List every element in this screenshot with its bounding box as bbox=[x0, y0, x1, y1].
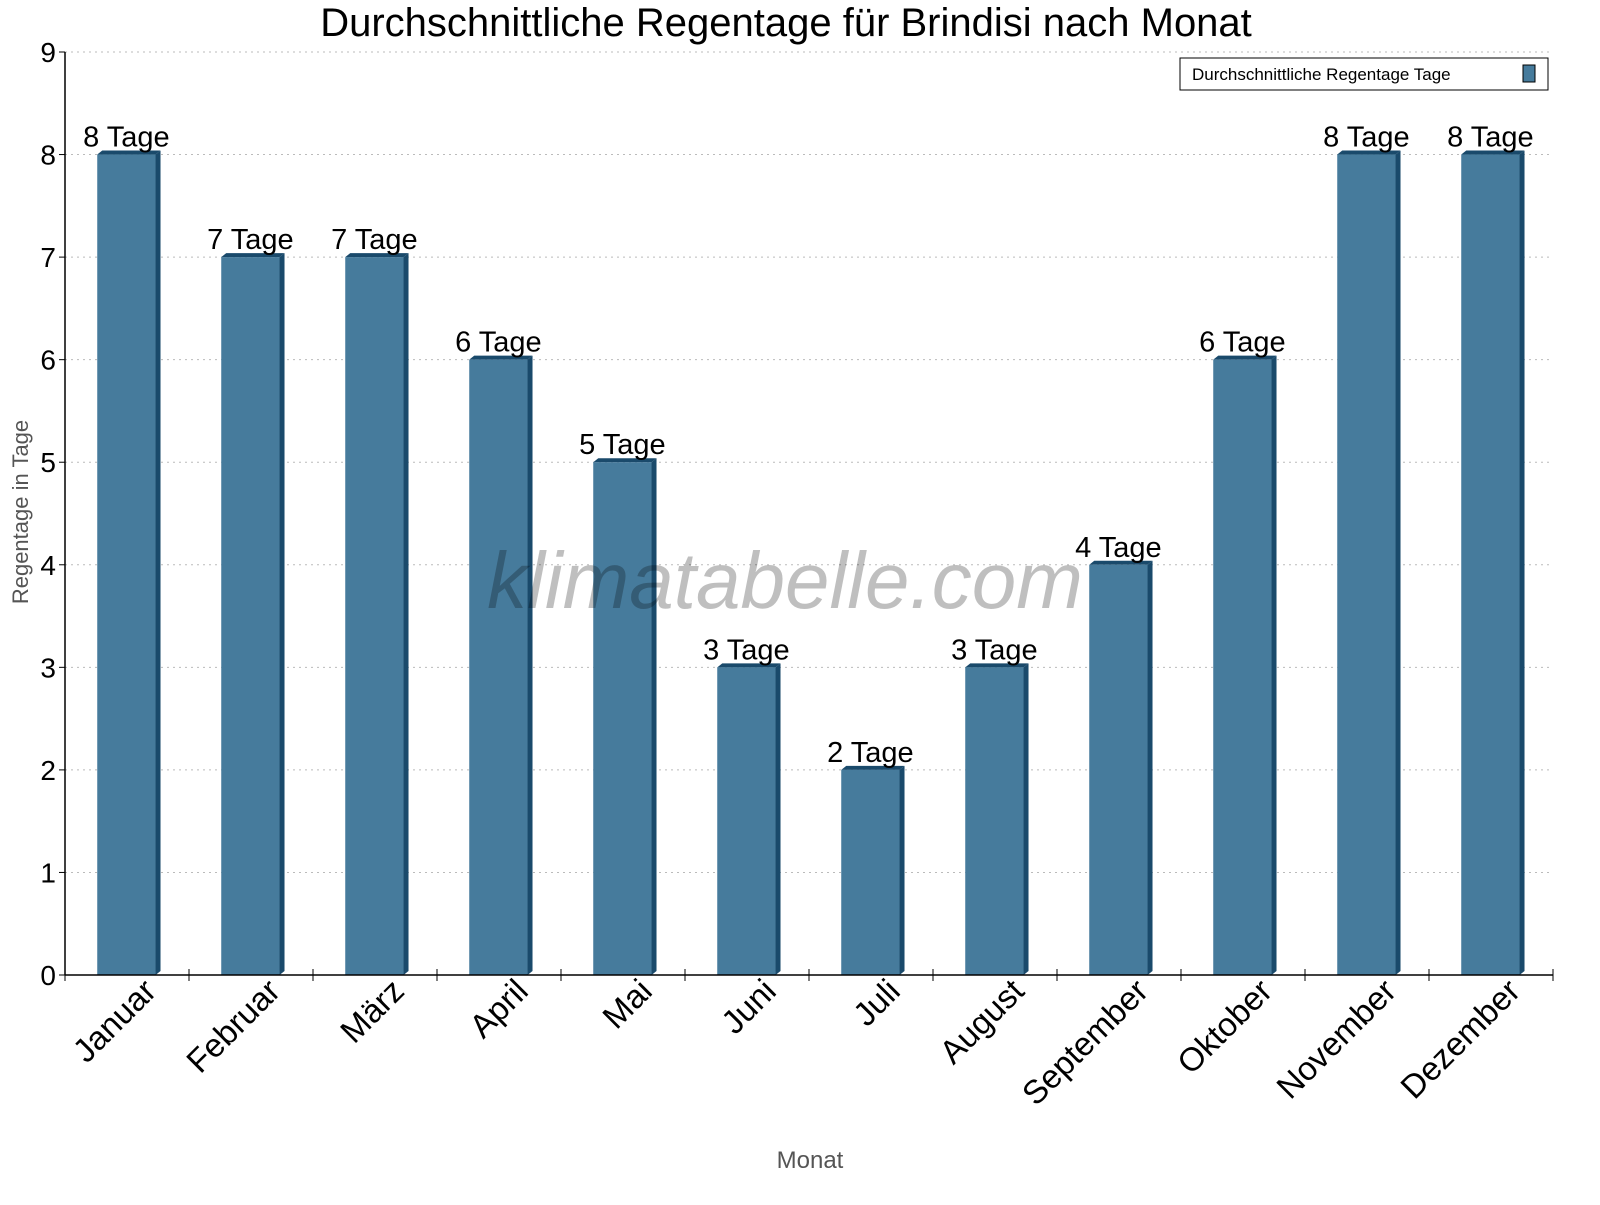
bar-märz bbox=[345, 257, 404, 976]
data-label: 8 Tage bbox=[1447, 122, 1534, 154]
y-tick-label: 1 bbox=[40, 857, 56, 888]
bar-top bbox=[1337, 150, 1401, 155]
x-tick-label: Dezember bbox=[1393, 972, 1527, 1106]
data-label: 3 Tage bbox=[703, 634, 790, 666]
legend-label: Durchschnittliche Regentage Tage bbox=[1192, 65, 1451, 84]
bar-top bbox=[717, 663, 781, 668]
bar-side bbox=[155, 150, 161, 976]
x-tick-label: März bbox=[333, 972, 411, 1050]
bar-top bbox=[841, 765, 905, 770]
y-tick-label: 8 bbox=[40, 140, 56, 171]
bar-dezember bbox=[1461, 154, 1520, 976]
x-tick-label: Januar bbox=[65, 972, 163, 1070]
bar-top bbox=[1089, 560, 1153, 565]
bar-side bbox=[899, 765, 905, 975]
x-axis-label: Monat bbox=[777, 1147, 844, 1174]
y-tick-label: 3 bbox=[40, 652, 56, 683]
bar-top bbox=[1213, 355, 1277, 360]
bar-juli bbox=[841, 769, 900, 975]
y-tick-label: 9 bbox=[40, 37, 56, 68]
y-tick-label: 6 bbox=[40, 345, 56, 376]
legend-swatch bbox=[1522, 64, 1536, 83]
bars: 8 Tage 7 Tage 7 Tage 6 Tage 5 Tage 3 Tage 2 Ta… bbox=[83, 122, 1534, 976]
bar-top bbox=[345, 253, 409, 258]
legend: Durchschnittliche Regentage Tage bbox=[1179, 57, 1549, 91]
data-label: 8 Tage bbox=[83, 122, 170, 154]
bar-april bbox=[469, 359, 528, 976]
bar-side bbox=[1271, 355, 1277, 976]
bar-august bbox=[965, 667, 1024, 975]
data-label: 3 Tage bbox=[951, 634, 1038, 666]
bar-side bbox=[527, 355, 533, 976]
bar-side bbox=[775, 663, 781, 975]
bar-side bbox=[1395, 150, 1401, 976]
y-axis-ticks: 0 1 2 3 4 5 6 7 8 9 bbox=[40, 37, 65, 991]
x-tick-label: August bbox=[932, 972, 1031, 1071]
bar-side bbox=[1023, 663, 1029, 975]
y-tick-label: 5 bbox=[40, 447, 56, 478]
x-tick-label: Juli bbox=[846, 972, 907, 1033]
bar-top bbox=[1461, 150, 1525, 155]
bar-juni bbox=[717, 667, 776, 975]
y-tick-label: 7 bbox=[40, 242, 56, 273]
bar-februar bbox=[221, 257, 280, 976]
bar-side bbox=[279, 253, 285, 976]
x-axis-ticks: Januar Februar März April Mai Juni Juli AugustS… bbox=[64, 969, 1554, 1112]
data-label: 8 Tage bbox=[1323, 122, 1410, 154]
x-tick-label: Februar bbox=[179, 972, 287, 1080]
data-label: 5 Tage bbox=[579, 429, 666, 461]
y-tick-label: 2 bbox=[40, 755, 56, 786]
x-tick-label: April bbox=[462, 972, 535, 1045]
x-tick-label: September bbox=[1015, 972, 1155, 1112]
x-tick-label: Mai bbox=[595, 972, 659, 1036]
data-label: 2 Tage bbox=[827, 737, 914, 769]
data-label: 7 Tage bbox=[207, 224, 294, 256]
bar-side bbox=[651, 458, 657, 975]
bar-top bbox=[469, 355, 533, 360]
bar-oktober bbox=[1213, 359, 1272, 976]
bar-september bbox=[1089, 564, 1148, 975]
chart-title: Durchschnittliche Regentage für Brindisi… bbox=[320, 1, 1252, 45]
data-label: 6 Tage bbox=[1199, 327, 1286, 359]
bar-top bbox=[97, 150, 161, 155]
x-tick-label: Juni bbox=[714, 972, 783, 1041]
data-label: 4 Tage bbox=[1075, 532, 1162, 564]
x-tick-label: Oktober bbox=[1170, 972, 1279, 1081]
bar-side bbox=[1519, 150, 1525, 976]
y-tick-label: 4 bbox=[40, 550, 56, 581]
watermark: klimatabelle.com bbox=[487, 536, 1083, 625]
bar-side bbox=[403, 253, 409, 976]
bar-januar bbox=[97, 154, 156, 976]
bar-side bbox=[1147, 560, 1153, 975]
data-label: 6 Tage bbox=[455, 327, 542, 359]
bar-top bbox=[593, 458, 657, 463]
gridlines bbox=[65, 51, 1553, 873]
y-tick-label: 0 bbox=[40, 960, 56, 991]
y-axis-label: Regentage in Tage bbox=[8, 420, 33, 604]
bar-november bbox=[1337, 154, 1396, 976]
data-label: 7 Tage bbox=[331, 224, 418, 256]
x-tick-label: November bbox=[1269, 972, 1403, 1106]
bar-top bbox=[965, 663, 1029, 668]
bar-mai bbox=[593, 462, 652, 975]
bar-top bbox=[221, 253, 285, 258]
